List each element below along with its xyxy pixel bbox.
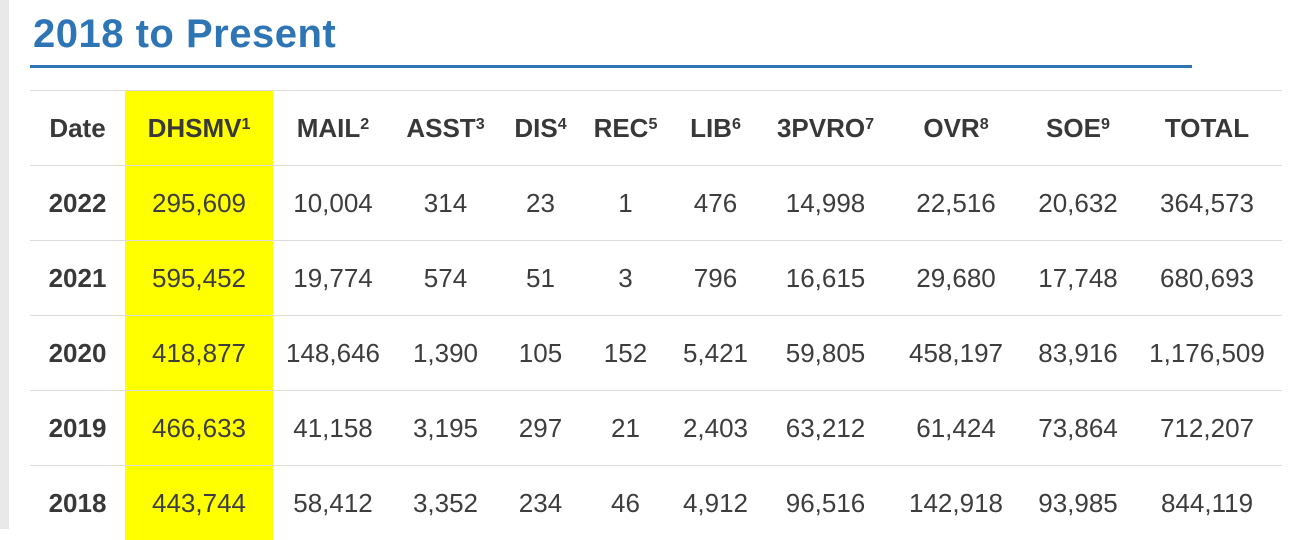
value-cell-asst: 574	[393, 241, 498, 316]
column-header-label: DIS	[514, 113, 557, 143]
column-header-label: ASST	[406, 113, 475, 143]
value-cell-lib: 2,403	[668, 391, 763, 466]
column-header-total: TOTAL	[1132, 91, 1282, 166]
column-header-3pvro: 3PVRO7	[763, 91, 888, 166]
value-cell-ovr: 458,197	[888, 316, 1024, 391]
column-header-label: Date	[49, 113, 105, 143]
value-cell-mail: 19,774	[273, 241, 393, 316]
column-header-asst: ASST3	[393, 91, 498, 166]
column-header-label: REC	[594, 113, 649, 143]
year-cell: 2019	[30, 391, 125, 466]
year-cell: 2020	[30, 316, 125, 391]
column-header-dhsmv: DHSMV1	[125, 91, 273, 166]
value-cell-dis: 23	[498, 166, 583, 241]
value-cell-ovr: 29,680	[888, 241, 1024, 316]
value-cell-total: 680,693	[1132, 241, 1282, 316]
value-cell-dhsmv: 418,877	[125, 316, 273, 391]
value-cell-3pvro: 14,998	[763, 166, 888, 241]
value-cell-total: 712,207	[1132, 391, 1282, 466]
value-cell-dis: 51	[498, 241, 583, 316]
column-header-label: TOTAL	[1165, 113, 1249, 143]
value-cell-3pvro: 59,805	[763, 316, 888, 391]
value-cell-dhsmv: 466,633	[125, 391, 273, 466]
value-cell-lib: 796	[668, 241, 763, 316]
value-cell-lib: 5,421	[668, 316, 763, 391]
footnote-marker: 3	[476, 115, 485, 133]
value-cell-total: 1,176,509	[1132, 316, 1282, 391]
footnote-marker: 6	[732, 115, 741, 133]
value-cell-dis: 297	[498, 391, 583, 466]
column-header-ovr: OVR8	[888, 91, 1024, 166]
value-cell-dis: 105	[498, 316, 583, 391]
value-cell-asst: 314	[393, 166, 498, 241]
footnote-marker: 2	[360, 115, 369, 133]
value-cell-mail: 41,158	[273, 391, 393, 466]
value-cell-mail: 10,004	[273, 166, 393, 241]
value-cell-lib: 476	[668, 166, 763, 241]
column-header-label: 3PVRO	[777, 113, 865, 143]
column-header-label: MAIL	[297, 113, 361, 143]
value-cell-soe: 20,632	[1024, 166, 1132, 241]
value-cell-ovr: 61,424	[888, 391, 1024, 466]
column-header-rec: REC5	[583, 91, 668, 166]
footnote-marker: 8	[980, 115, 989, 133]
value-cell-rec: 152	[583, 316, 668, 391]
value-cell-3pvro: 16,615	[763, 241, 888, 316]
value-cell-dhsmv: 595,452	[125, 241, 273, 316]
column-header-mail: MAIL2	[273, 91, 393, 166]
value-cell-soe: 17,748	[1024, 241, 1132, 316]
column-header-soe: SOE9	[1024, 91, 1132, 166]
column-header-dis: DIS4	[498, 91, 583, 166]
footnote-marker: 4	[558, 115, 567, 133]
year-cell: 2021	[30, 241, 125, 316]
footnote-marker: 5	[648, 115, 657, 133]
value-cell-soe: 83,916	[1024, 316, 1132, 391]
value-cell-dhsmv: 295,609	[125, 166, 273, 241]
value-cell-rec: 3	[583, 241, 668, 316]
column-header-label: OVR	[923, 113, 979, 143]
column-header-lib: LIB6	[668, 91, 763, 166]
left-edge-strip	[0, 0, 9, 529]
value-cell-ovr: 22,516	[888, 166, 1024, 241]
value-cell-rec: 21	[583, 391, 668, 466]
value-cell-mail: 148,646	[273, 316, 393, 391]
value-cell-3pvro: 63,212	[763, 391, 888, 466]
value-cell-total: 364,573	[1132, 166, 1282, 241]
footnote-marker: 9	[1101, 115, 1110, 133]
value-cell-asst: 1,390	[393, 316, 498, 391]
column-header-label: LIB	[690, 113, 732, 143]
year-cell: 2022	[30, 166, 125, 241]
column-header-label: DHSMV	[148, 113, 242, 143]
footnote-marker: 1	[241, 115, 250, 133]
page-title: 2018 to Present	[33, 10, 1282, 58]
title-underline	[30, 65, 1192, 68]
value-cell-asst: 3,195	[393, 391, 498, 466]
value-cell-soe: 73,864	[1024, 391, 1132, 466]
column-header-label: SOE	[1046, 113, 1101, 143]
value-cell-rec: 1	[583, 166, 668, 241]
column-header-date: Date	[30, 91, 125, 166]
footnote-marker: 7	[865, 115, 874, 133]
